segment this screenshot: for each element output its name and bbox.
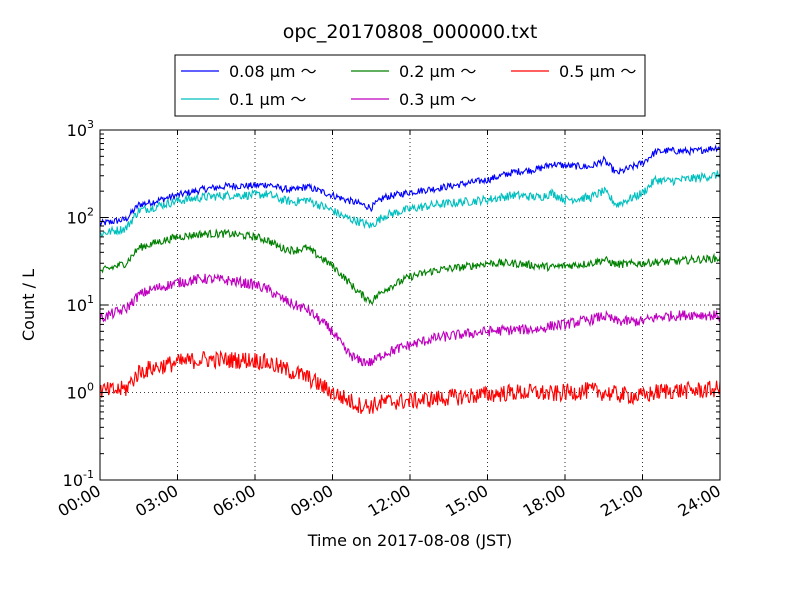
y-tick-label: 102 [67,206,94,228]
legend-label-0: 0.08 μm ～ [229,62,317,81]
x-axis-label: Time on 2017-08-08 (JST) [307,531,512,550]
tick-marks [99,129,721,481]
series-line-3 [99,273,721,367]
legend-label-3: 0.3 μm ～ [399,90,476,109]
y-tick-label: 10-1 [63,468,94,490]
y-tick-labels: 10-1 100 101 102 103 [63,118,94,490]
series-line-4 [99,349,721,414]
series-line-1 [99,170,721,238]
legend-label-2: 0.2 μm ～ [399,62,476,81]
legend-label-4: 0.5 μm ～ [559,62,636,81]
series-layer [99,144,721,414]
y-tick-label: 100 [67,381,94,403]
legend: 0.08 μm ～ 0.1 μm ～ 0.2 μm ～ 0.3 μm ～ 0.5 μm … [174,54,646,117]
y-tick-label: 103 [67,118,94,140]
y-tick-label: 101 [67,293,94,315]
chart-title: opc_20170808_000000.txt [283,21,538,43]
y-axis-label: Count / L [19,269,38,341]
legend-box [174,54,646,117]
legend-label-1: 0.1 μm ～ [229,90,306,109]
series-line-0 [99,144,721,227]
series-line-2 [99,228,721,306]
